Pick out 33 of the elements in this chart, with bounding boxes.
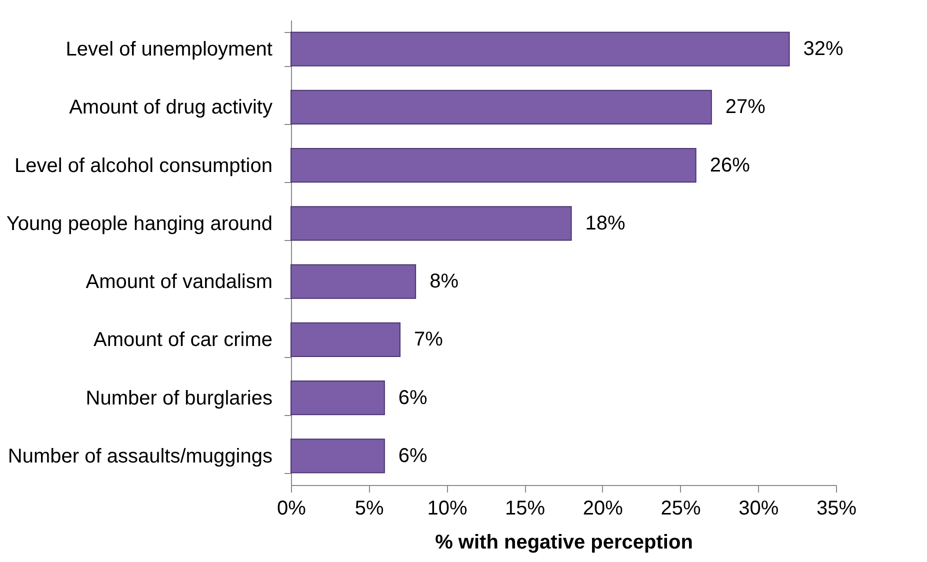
bar [290, 206, 572, 241]
y-tick-label: Level of alcohol consumption [14, 154, 272, 177]
bar [290, 438, 385, 474]
bar [290, 90, 712, 125]
data-label: 7% [414, 328, 444, 351]
x-tick-label: 5% [354, 498, 384, 520]
y-tick-label: Number of assaults/muggings [8, 445, 272, 468]
data-label: 18% [585, 212, 626, 234]
data-label: 6% [398, 386, 428, 409]
bar [290, 32, 790, 66]
data-label: 8% [430, 270, 459, 293]
y-tick-label: Young people hanging around [6, 212, 272, 235]
x-tick-label: 30% [738, 498, 779, 520]
y-tick-label: Number of burglaries [86, 387, 272, 410]
data-label: 26% [710, 154, 750, 176]
x-tick-label: 15% [505, 498, 546, 520]
x-axis-title: % with negative perception [435, 532, 693, 554]
data-label: 27% [725, 96, 766, 118]
x-tick-label: 35% [816, 498, 857, 520]
x-tick-label: 25% [660, 498, 702, 520]
bar [290, 264, 416, 299]
x-tick-label: 20% [582, 498, 624, 520]
bar [290, 148, 696, 183]
x-tick-label: 0% [277, 498, 306, 520]
bar [290, 380, 385, 416]
y-tick-label: Level of unemployment [66, 38, 273, 61]
y-tick-label: Amount of car crime [94, 329, 272, 352]
data-label: 6% [398, 444, 428, 467]
y-tick-label: Amount of vandalism [86, 271, 272, 294]
bar [290, 322, 400, 358]
data-label: 32% [803, 38, 844, 60]
x-tick-label: 10% [427, 498, 468, 520]
y-tick-label: Amount of drug activity [69, 96, 272, 119]
